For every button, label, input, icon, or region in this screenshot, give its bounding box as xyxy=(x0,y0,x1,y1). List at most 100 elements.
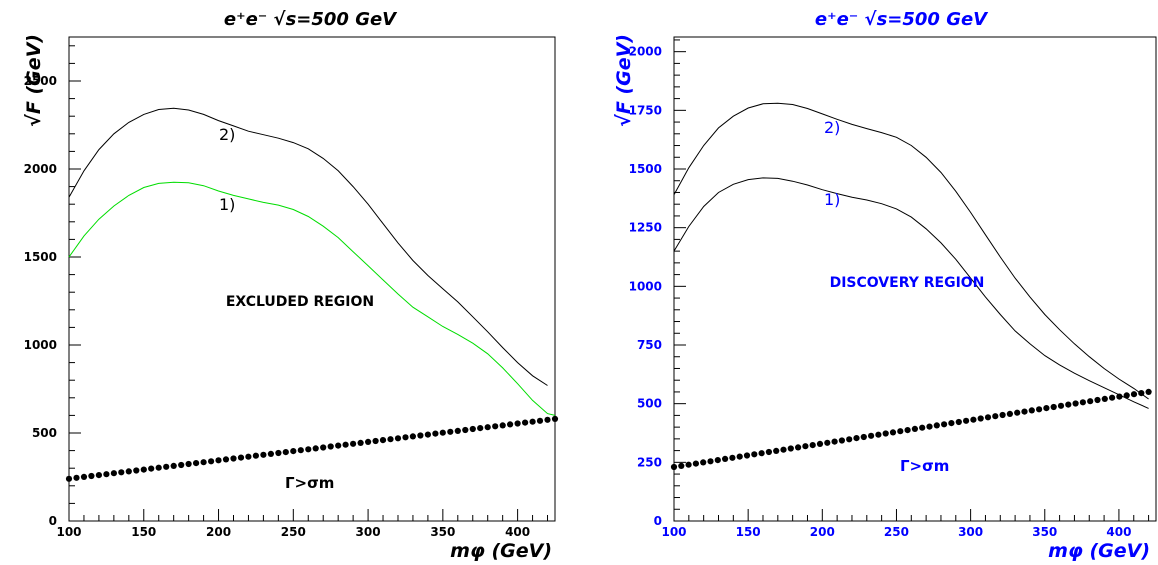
y-tick-label: 0 xyxy=(49,514,57,528)
width-threshold-point xyxy=(933,422,940,429)
x-tick-label: 200 xyxy=(810,525,835,539)
x-tick-labels: 100 150 200 250 300 350 400 xyxy=(661,525,1131,539)
width-threshold-point xyxy=(963,417,970,424)
width-threshold-point xyxy=(342,441,349,448)
width-threshold-point xyxy=(685,461,692,468)
width-threshold-point xyxy=(133,467,140,474)
y-tick-label: 1000 xyxy=(629,279,662,293)
curve-label-2: 2) xyxy=(219,125,235,144)
y-tick-label: 0 xyxy=(654,514,662,528)
width-threshold-point xyxy=(1057,402,1065,409)
width-threshold-point xyxy=(88,472,95,480)
y-tick-labels: 0 250 500 750 1000 1250 1500 1750 2000 xyxy=(629,45,662,528)
width-threshold-point xyxy=(312,445,319,452)
curve-label-2: 2) xyxy=(824,118,840,137)
x-tick-label: 250 xyxy=(281,525,306,539)
y-tick-label: 2000 xyxy=(24,162,57,176)
width-threshold-point xyxy=(402,434,409,441)
tick-marks xyxy=(68,45,549,522)
width-threshold-point xyxy=(831,438,838,445)
width-threshold-point xyxy=(200,459,207,466)
width-threshold-point xyxy=(882,430,889,437)
width-threshold-point xyxy=(215,457,222,464)
width-threshold-point xyxy=(110,470,117,477)
width-threshold-point xyxy=(889,429,897,436)
x-tick-label: 300 xyxy=(356,525,381,539)
width-threshold-point xyxy=(80,473,88,480)
width-threshold-point xyxy=(163,463,170,470)
width-threshold-point xyxy=(1094,396,1101,404)
plot-frame xyxy=(68,36,556,522)
width-threshold-point xyxy=(722,455,729,462)
width-threshold-point xyxy=(758,450,765,457)
width-threshold-point xyxy=(185,460,192,468)
discovery-region-chart: e⁺e⁻ √s=500 GeV 100 150 200 250 300 350 400 0 2… xyxy=(613,9,1157,562)
width-threshold-point xyxy=(926,423,933,430)
width-threshold-point xyxy=(394,435,402,442)
width-threshold-point xyxy=(484,424,491,431)
width-threshold-point xyxy=(514,420,521,427)
x-tick-label: 350 xyxy=(1032,525,1057,539)
width-threshold-point xyxy=(1050,403,1057,411)
x-axis-label: mφ (GeV) xyxy=(450,540,552,562)
width-threshold-point xyxy=(237,454,245,461)
width-threshold-point xyxy=(736,453,743,460)
x-tick-label: 250 xyxy=(884,525,909,539)
width-threshold-point xyxy=(335,442,342,449)
width-threshold-point xyxy=(178,461,185,469)
x-tick-label: 150 xyxy=(131,525,156,539)
tick-marks xyxy=(673,39,1150,522)
series-line-curve-1 xyxy=(68,181,556,416)
width-threshold-point xyxy=(875,431,882,438)
width-threshold-point xyxy=(911,425,919,432)
series-line-curve-1 xyxy=(673,177,1149,409)
width-threshold-point xyxy=(409,433,416,440)
width-threshold-point xyxy=(678,462,685,469)
curve-label-1: 1) xyxy=(824,190,840,209)
width-threshold-point xyxy=(853,435,860,442)
width-threshold-point xyxy=(507,421,514,428)
width-threshold-point xyxy=(700,459,707,466)
y-tick-label: 1000 xyxy=(24,338,57,352)
width-threshold-point xyxy=(773,447,780,454)
region-label: DISCOVERY REGION xyxy=(830,275,985,291)
width-threshold-point xyxy=(492,423,499,430)
width-threshold-point xyxy=(707,458,714,465)
width-threshold-point xyxy=(125,468,132,475)
y-tick-labels: 0 500 1000 1500 2000 2500 xyxy=(24,74,57,528)
width-threshold-point xyxy=(118,469,125,476)
width-threshold-point xyxy=(1101,395,1108,402)
width-threshold-point xyxy=(999,411,1006,419)
excluded-region-chart: e⁺e⁻ √s=500 GeV 100 150 200 250 300 350 400 0 5… xyxy=(23,9,559,562)
x-tick-label: 400 xyxy=(1106,525,1131,539)
plot-frame xyxy=(673,36,1157,522)
width-threshold-point xyxy=(846,436,853,443)
width-threshold-point xyxy=(743,452,751,459)
width-threshold-point xyxy=(977,415,984,422)
width-threshold-point xyxy=(1021,408,1028,415)
y-tick-label: 750 xyxy=(637,338,662,352)
width-threshold-point xyxy=(795,444,802,451)
width-threshold-point xyxy=(462,426,469,434)
y-tick-label: 1500 xyxy=(24,250,57,264)
width-threshold-point xyxy=(992,413,999,420)
width-threshold-point xyxy=(536,417,544,424)
width-threshold-point xyxy=(350,440,357,447)
y-tick-label: 250 xyxy=(637,455,662,469)
width-threshold-point xyxy=(252,452,259,459)
width-threshold-point xyxy=(904,427,911,434)
x-axis-label: mφ (GeV) xyxy=(1048,540,1150,562)
y-tick-label: 1250 xyxy=(629,221,662,235)
y-tick-label: 1750 xyxy=(629,103,662,117)
width-threshold-point xyxy=(170,462,177,469)
curve-label-1: 1) xyxy=(219,195,235,214)
y-tick-label: 500 xyxy=(32,426,57,440)
x-tick-labels: 100 150 200 250 300 350 400 xyxy=(56,525,530,539)
width-threshold-point xyxy=(984,414,992,421)
width-threshold-point xyxy=(787,445,794,452)
width-threshold-point xyxy=(245,453,252,460)
width-threshold-point xyxy=(838,437,846,444)
width-threshold-point xyxy=(260,451,267,458)
width-threshold-point xyxy=(454,427,461,434)
width-threshold-point xyxy=(155,464,162,471)
